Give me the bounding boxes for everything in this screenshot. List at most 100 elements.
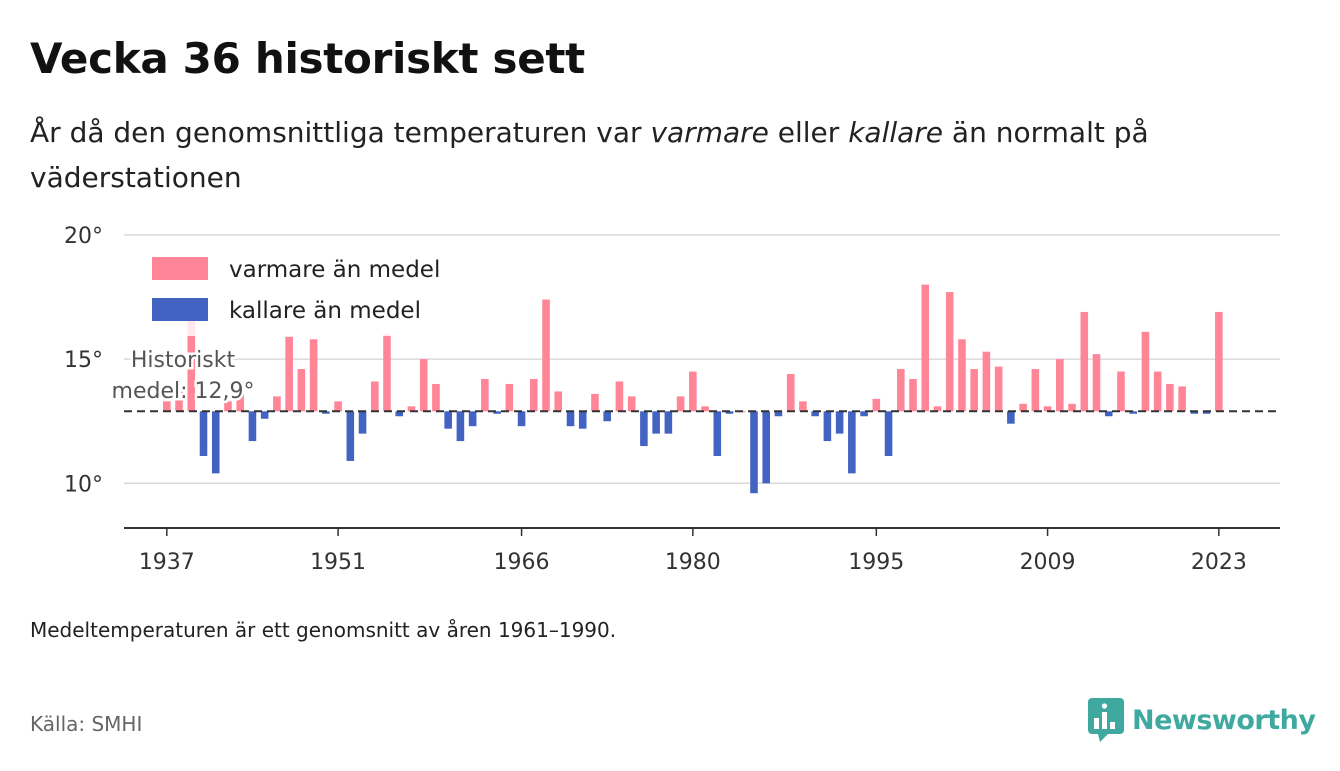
bar-1968 [542,299,550,412]
bar-1993 [848,411,856,474]
bar-1954 [370,381,379,412]
bar-1981 [701,406,709,412]
bar-1964 [493,411,501,414]
x-tick-label: 1966 [494,550,550,575]
bar-1982 [713,411,722,456]
bar-2009 [1043,406,1052,412]
bar-2012 [1080,311,1089,412]
x-tick-label: 2009 [1020,550,1076,575]
bar-1999 [921,284,930,412]
legend-label-warm: varmare än medel [229,257,440,283]
bar-1949 [309,339,318,412]
x-tick-label: 1937 [139,550,195,575]
newsworthy-chart-logo-icon [1088,698,1124,742]
bar-1975 [627,396,636,412]
footnote: Medeltemperaturen är ett genomsnitt av å… [30,618,617,642]
bar-1969 [554,391,563,412]
bar-1946 [273,396,281,412]
bar-2020 [1178,386,1186,412]
baseline-group: Historiskt medel: 12,9° [109,346,1280,413]
bar-2019 [1166,383,1174,412]
bar-2023 [1215,311,1223,412]
x-tick-label: 1951 [310,550,366,575]
bar-2014 [1104,411,1113,417]
bar-1960 [444,411,452,429]
bar-1948 [297,369,306,412]
bar-2006 [1007,411,1015,424]
legend: varmare än medel kallare än medel [146,246,466,336]
chart-subtitle: År då den genomsnittliga temperaturen va… [30,110,1290,200]
baseline-label-line2: medel: 12,9° [112,379,255,404]
bar-1945 [260,411,269,419]
temperature-bar-chart: 10° 15° 20° 1937 1951 1966 1980 1995 2009 2023 va… [64,224,1280,575]
brand-name: Newsworthy [1132,704,1316,736]
bar-1955 [383,334,391,412]
bar-2021 [1190,411,1199,414]
bar-1995 [872,398,881,412]
bar-1940 [199,411,208,456]
bar-1952 [346,411,355,461]
bar-1950 [322,411,330,414]
bar-2008 [1031,369,1040,412]
bar-2001 [945,292,954,412]
bar-1987 [774,411,783,417]
y-tick-label: 10° [64,472,103,497]
bar-2016 [1129,411,1137,414]
x-tick-label: 1995 [848,550,904,575]
bar-1938 [175,386,183,412]
bar-1963 [481,379,489,412]
bar-1983 [725,411,734,414]
bar-1976 [640,411,648,447]
bar-1992 [835,411,844,434]
bar-1971 [578,411,587,429]
bar-1978 [664,411,673,434]
legend-swatch-cold [152,298,208,321]
bar-1990 [811,411,819,417]
bar-2017 [1141,331,1150,412]
bar-1988 [786,374,795,412]
axes: 10° 15° 20° 1937 1951 1966 1980 1995 2009 2023 [64,224,1280,575]
bar-1956 [395,411,404,417]
bar-1961 [456,411,465,442]
bar-1974 [615,381,624,412]
bar-1942 [224,401,232,412]
chart-title: Vecka 36 historiskt sett [30,34,585,83]
bar-2010 [1056,359,1064,412]
subtitle-part1: År då den genomsnittliga temperaturen va… [30,116,651,149]
bar-1943 [236,388,245,412]
x-tick-label: 1980 [665,550,721,575]
bar-1937 [163,401,171,412]
bar-2013 [1092,354,1101,412]
baseline-label-line1: Historiskt [131,348,236,373]
bar-2005 [994,366,1003,412]
bar-1965 [505,383,514,412]
bar-2004 [982,351,991,412]
x-tick-label: 2023 [1191,550,1247,575]
bar-2022 [1202,411,1211,414]
bar-1986 [762,411,771,484]
bar-1980 [689,371,697,412]
subtitle-warm-word: varmare [650,116,769,149]
subtitle-cold-word: kallare [848,116,944,149]
bar-1989 [799,401,807,412]
bar-1991 [823,411,832,442]
bar-1947 [285,336,293,412]
bar-2003 [970,369,978,412]
subtitle-part3: än normalt på väderstationen [30,116,1149,194]
bar-1967 [530,379,538,412]
bar-1973 [603,411,611,422]
bar-1951 [334,401,342,412]
bar-1985 [750,411,758,494]
bar-1959 [432,383,440,412]
subtitle-part2: eller [768,116,849,149]
bar-1944 [248,411,257,442]
bar-1970 [566,411,575,427]
legend-label-cold: kallare än medel [229,298,421,324]
bar-1939 [187,319,196,412]
y-tick-label: 20° [64,224,103,249]
bar-1994 [860,411,868,417]
bar-1957 [407,406,416,412]
bar-2000 [933,406,942,412]
bar-1977 [652,411,660,434]
bar-1966 [517,411,526,427]
